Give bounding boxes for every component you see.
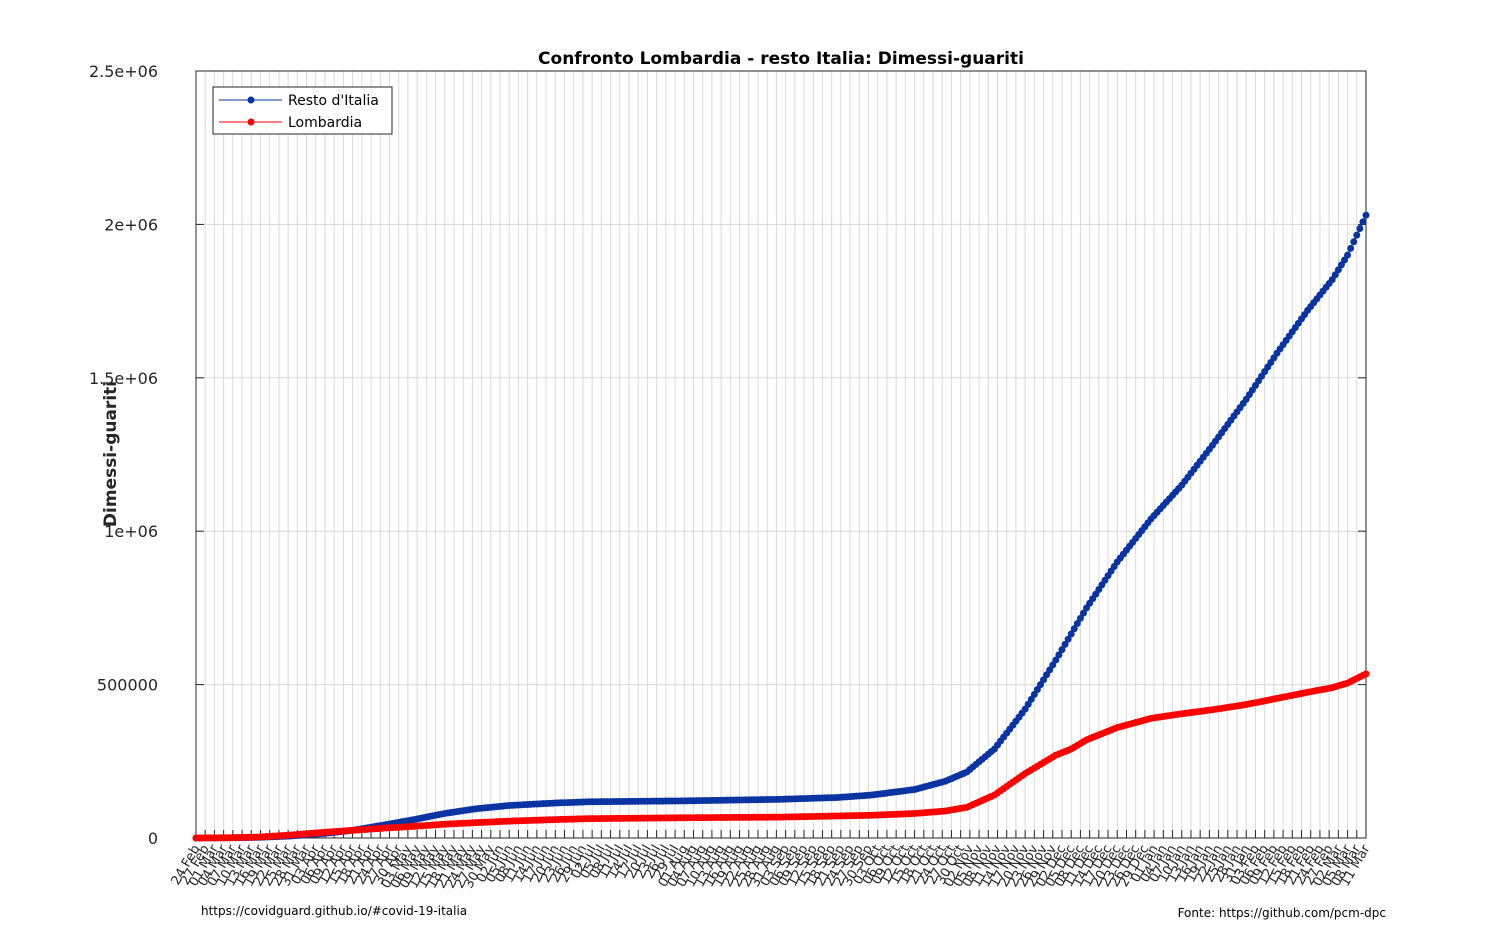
y-tick-label: 500000 (97, 676, 158, 695)
data-point (1350, 238, 1358, 246)
y-tick-label: 0 (148, 829, 158, 848)
data-point (1067, 630, 1075, 638)
grid (196, 71, 1367, 838)
y-tick-label: 2e+06 (104, 215, 158, 234)
data-point (1344, 251, 1352, 259)
data-point (1064, 635, 1072, 643)
legend-marker-lombardia (247, 118, 255, 126)
series-group (192, 211, 1370, 842)
series-lombardia (192, 670, 1370, 842)
data-point (1362, 211, 1370, 219)
legend-box (212, 86, 393, 135)
data-point (1079, 609, 1087, 617)
data-point (1356, 224, 1364, 232)
data-point (1055, 651, 1063, 659)
chart-title: Confronto Lombardia - resto Italia: Dime… (538, 49, 1024, 69)
data-point (1058, 646, 1066, 654)
legend-label-resto: Resto d'Italia (288, 93, 379, 109)
footer-data-source: Fonte: https://github.com/pcm-dpc (1177, 906, 1386, 920)
data-point (1061, 640, 1069, 648)
y-axis-label: Dimessi-guariti (101, 381, 121, 527)
data-point (1073, 620, 1081, 628)
data-point (1347, 244, 1355, 252)
legend-label-lombardia: Lombardia (288, 115, 362, 131)
data-point (1353, 231, 1361, 239)
y-tick-label: 1e+06 (104, 522, 158, 541)
y-axis: 0 500000 1e+06 1.5e+06 2e+06 2.5e+06 (89, 62, 1366, 848)
data-point (1052, 656, 1060, 664)
data-point (1076, 614, 1084, 622)
legend: Resto d'Italia Lombardia (212, 86, 393, 135)
y-tick-label: 2.5e+06 (89, 62, 158, 81)
footer-source-url: https://covidguard.github.io/#covid-19-i… (201, 904, 468, 918)
y-tick-label: 1.5e+06 (89, 369, 158, 388)
data-point (1362, 670, 1370, 678)
data-point (1359, 218, 1367, 226)
series-resto-italia (192, 211, 1370, 842)
data-point (1070, 625, 1078, 633)
legend-marker-resto (247, 96, 255, 104)
plot-frame (195, 70, 1367, 839)
